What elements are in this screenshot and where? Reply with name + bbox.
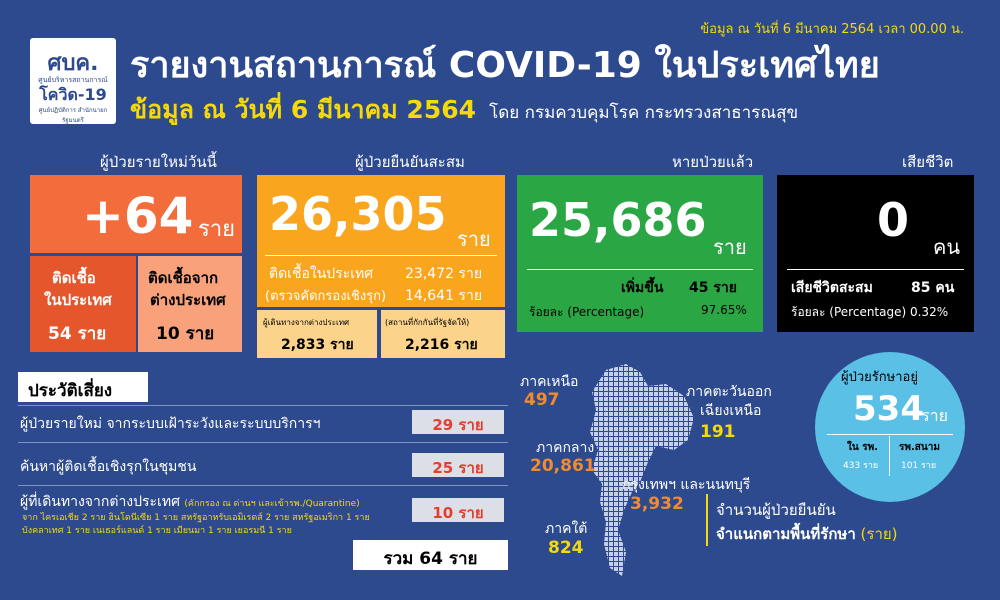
cumulative-header: ผู้ป่วยยืนยันสะสม [355, 153, 465, 171]
risk-history-title: ประวัติเสี่ยง [18, 372, 148, 402]
treating-divider [827, 434, 953, 435]
south-label: ภาคใต้ [545, 521, 588, 537]
local-label-2: ในประเทศ [44, 291, 112, 309]
central-value: 20,861 [530, 456, 596, 476]
recovered-card: 25,686 ราย เพิ่มขึ้น 45 ราย ร้อยละ (Perc… [517, 175, 763, 332]
deaths-pct-label: ร้อยละ (Percentage) 0.32% [791, 305, 949, 319]
recovered-increase-value: 45 ราย [689, 280, 737, 296]
ccsa-logo: ศบค. ศูนย์บริหารสถานการณ์ โควิด-19 ศูนย์… [30, 38, 116, 124]
central-label: ภาคกลาง [536, 440, 595, 456]
map-caption-2-text: จำแนกตามพื้นที่รักษา [716, 525, 856, 543]
map-caption-2: จำแนกตามพื้นที่รักษา (ราย) [716, 522, 898, 546]
recovered-pct-label: ร้อยละ (Percentage) [529, 305, 645, 319]
travel-label: ผู้เดินทางจากต่างประเทศ [263, 318, 350, 327]
recovered-value: 25,686 [529, 193, 707, 247]
recovered-unit: ราย [713, 235, 747, 259]
travel-value: 2,833 ราย [281, 337, 354, 353]
data-timestamp: ข้อมูล ณ วันที่ 6 มีนาคม 2564 เวลา 00.00… [700, 22, 964, 37]
north-label: ภาคเหนือ [520, 374, 579, 390]
deaths-cum-value: 85 คน [911, 280, 955, 296]
northeast-label-1: ภาคตะวันออก [686, 384, 772, 400]
northeast-value: 191 [700, 422, 736, 442]
cumulative-card: 26,305 ราย ติดเชื้อในประเทศ 23,472 ราย (… [257, 175, 505, 307]
hospital-label: ใน รพ. [847, 442, 878, 453]
risk-detail-line: จาก ไครเอเชีย 2 ราย ฮินโดนีเซีย 1 ราย สห… [22, 513, 370, 523]
bkk-label: กรุงเทพฯ และนนทบุรี [622, 477, 751, 493]
thailand-map-icon [590, 364, 694, 576]
local-value: 54 ราย [48, 324, 107, 344]
recovered-header: หายป่วยแล้ว [672, 153, 754, 171]
quarantine-card: (สถานที่กักกันที่รัฐจัดให้) 2,216 ราย [381, 310, 505, 358]
risk-item-value: 29 ราย [412, 410, 504, 434]
quarantine-label: (สถานที่กักกันที่รัฐจัดให้) [385, 318, 470, 327]
recovered-increase-label: เพิ่มขึ้น [621, 280, 664, 296]
risk-travel-label: ผู้ที่เดินทางจากต่างประเทศ [20, 494, 180, 510]
treating-unit: ราย [921, 406, 948, 425]
treating-separator [889, 436, 890, 476]
north-value: 497 [524, 390, 560, 410]
active-search-label: (ตรวจคัดกรองเชิงรุก) [265, 289, 387, 304]
page-subtitle: ข้อมูล ณ วันที่ 6 มีนาคม 2564 โดย กรมควบ… [130, 90, 798, 130]
abroad-label-1: ติดเชื้อจาก [148, 269, 219, 287]
local-label-1: ติดเชื้อ [52, 269, 96, 287]
risk-travel-note: (คักกรอง ณ ด่านฯ และเข้ารพ./Quarantine) [184, 499, 360, 509]
south-value: 824 [548, 538, 584, 558]
domestic-value: 23,472 ราย [405, 266, 483, 282]
deaths-cum-label: เสียชีวิตสะสม [791, 280, 873, 296]
field-hospital-value: 101 ราย [901, 461, 937, 471]
northeast-label-2: เฉียงเหนือ [700, 403, 762, 419]
deaths-value: 0 [877, 193, 910, 247]
new-cases-value: +64 [82, 187, 194, 245]
cumulative-value: 26,305 [269, 187, 447, 241]
abroad-infection-card: ติดเชื้อจาก ต่างประเทศ 10 ราย [138, 256, 242, 352]
map-caption-unit: (ราย) [860, 525, 898, 543]
page-title: รายงานสถานการณ์ COVID-19 ในประเทศไทย [130, 45, 880, 86]
hospital-value: 433 ราย [843, 461, 879, 471]
quarantine-value: 2,216 ราย [405, 337, 478, 353]
logo-acronym: ศบค. [47, 51, 99, 76]
abroad-value: 10 ราย [156, 324, 215, 344]
risk-item-label: ผู้ป่วยรายใหม่ จากระบบเฝ้าระวังและระบบบร… [20, 416, 321, 432]
abroad-label-2: ต่างประเทศ [150, 291, 226, 309]
deaths-card: 0 คน เสียชีวิตสะสม 85 คน ร้อยละ (Percent… [777, 175, 974, 332]
bkk-value: 3,932 [630, 494, 684, 514]
risk-item-value: 25 ราย [412, 453, 504, 477]
recovered-pct-value: 97.65% [701, 303, 747, 317]
risk-item-label: ค้นหาผู้ติดเชื้อเชิงรุกในชุมชน [20, 459, 197, 475]
cumulative-divider [265, 255, 497, 256]
field-hospital-label: รพ.สนาม [899, 442, 940, 453]
subtitle-date: ข้อมูล ณ วันที่ 6 มีนาคม 2564 [130, 95, 477, 124]
risk-total: รวม 64 ราย [353, 540, 508, 570]
risk-divider [18, 405, 508, 406]
active-search-value: 14,641 ราย [405, 288, 483, 304]
recovered-divider [527, 269, 753, 270]
logo-covid: โควิด-19 [39, 85, 107, 104]
new-cases-card: +64 ราย [30, 175, 242, 253]
risk-detail-line: บังคลาเทศ 1 ราย เนเธอร์แลนด์ 1 ราย เมียน… [22, 526, 292, 536]
risk-divider [18, 485, 508, 486]
deaths-unit: คน [933, 235, 961, 259]
logo-subtext: ศูนย์บริหารสถานการณ์ [38, 76, 108, 84]
map-caption-1: จำนวนผู้ป่วยยืนยัน [716, 501, 836, 519]
treating-circle: ผู้ป่วยรักษาอยู่ 534 ราย ใน รพ. 433 ราย … [815, 352, 965, 502]
local-infection-card: ติดเชื้อ ในประเทศ 54 ราย [30, 256, 136, 352]
treating-title: ผู้ป่วยรักษาอยู่ [841, 370, 918, 385]
cumulative-unit: ราย [457, 227, 491, 251]
domestic-label: ติดเชื้อในประเทศ [269, 266, 374, 282]
risk-item-value: 10 ราย [412, 498, 504, 522]
risk-divider [18, 442, 508, 443]
risk-item-label: ผู้ที่เดินทางจากต่างประเทศ (คักกรอง ณ ด่… [20, 491, 360, 513]
new-cases-unit: ราย [198, 217, 236, 242]
new-cases-header: ผู้ป่วยรายใหม่วันนี้ [100, 153, 217, 171]
treating-value: 534 [853, 389, 924, 429]
map-caption-bar [706, 494, 708, 546]
deaths-divider [787, 269, 964, 270]
travel-card: ผู้เดินทางจากต่างประเทศ 2,833 ราย [257, 310, 377, 358]
logo-footer: ศูนย์ปฏิบัติการ สำนักนายกรัฐมนตรี [38, 107, 108, 124]
deaths-header: เสียชีวิต [902, 153, 954, 171]
subtitle-source: โดย กรมควบคุมโรค กระทรวงสาธารณสุข [489, 103, 799, 123]
